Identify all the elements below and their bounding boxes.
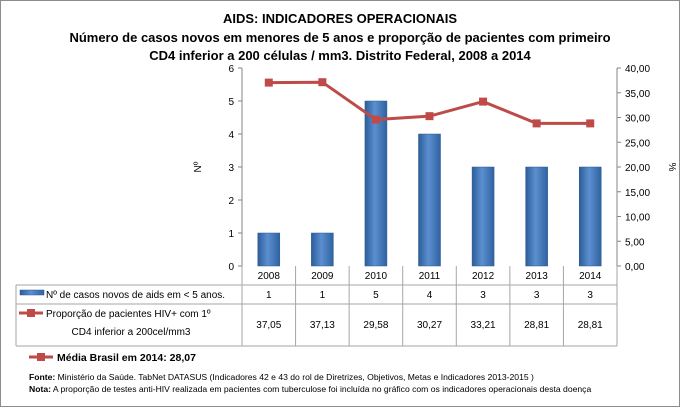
line-marker (318, 78, 327, 87)
right-tick-label: 25,00 (625, 138, 650, 149)
line-marker (264, 78, 273, 87)
line-marker (479, 97, 488, 106)
left-tick-label: 6 (228, 64, 234, 75)
chart-title: AIDS: INDICADORES OPERACIONAIS (222, 11, 458, 26)
bar (578, 166, 602, 267)
footer-note: Nota: A proporção de testes anti-HIV rea… (29, 384, 591, 394)
bar (418, 133, 441, 267)
line-value-label: 29,58 (363, 320, 388, 331)
bar-value-label: 5 (373, 290, 379, 301)
source-label: Fonte: (29, 372, 56, 382)
bar-value-label: 1 (266, 290, 272, 301)
right-tick-label: 40,00 (625, 64, 650, 75)
left-tick-label: 4 (228, 130, 234, 141)
line-marker (425, 112, 434, 121)
category-label: 2008 (258, 271, 281, 282)
left-tick-label: 2 (228, 196, 234, 207)
bar-value-label: 3 (587, 290, 593, 301)
category-label: 2014 (579, 271, 602, 282)
line-value-label: 30,27 (417, 320, 442, 331)
right-tick-label: 10,00 (625, 213, 650, 224)
left-tick-label: 3 (228, 163, 234, 174)
bar-value-label: 3 (480, 290, 486, 301)
bar (311, 232, 334, 267)
right-tick-label: 0,00 (625, 262, 645, 273)
category-label: 2011 (419, 271, 441, 282)
line-value-label: 37,05 (256, 320, 281, 331)
legend-brasil-label: Média Brasil em 2014: 28,07 (57, 352, 196, 364)
category-label: 2010 (365, 271, 388, 282)
left-tick-label: 5 (228, 97, 234, 108)
legend-line-label-2: CD4 inferior a 200cel/mm3 (72, 327, 191, 338)
note-text: A proporção de testes anti-HIV realizada… (50, 384, 592, 394)
line-value-label: 37,13 (310, 320, 335, 331)
line-marker (532, 119, 541, 128)
line-value-label: 28,81 (524, 320, 549, 331)
left-axis-title: Nº (193, 161, 204, 172)
chart-subtitle-1: Número de casos novos em menores de 5 an… (69, 30, 611, 45)
bar-value-label: 3 (534, 290, 540, 301)
legend-line-marker (27, 309, 35, 317)
left-tick-label: 1 (228, 229, 234, 240)
bar (471, 166, 495, 267)
right-tick-label: 5,00 (625, 237, 645, 248)
bar (257, 232, 281, 267)
left-tick-label: 0 (228, 262, 234, 273)
bar-value-label: 4 (427, 290, 433, 301)
legend-brasil-marker (37, 353, 45, 361)
bar (364, 100, 388, 267)
bar-value-label: 1 (320, 290, 326, 301)
legend-bar-label: Nº de casos novos de aids em < 5 anos. (46, 290, 225, 301)
legend-bar-swatch (19, 289, 45, 296)
category-label: 2012 (472, 271, 495, 282)
right-axis-title: % (666, 163, 677, 172)
line-marker (371, 115, 380, 124)
category-label: 2009 (311, 271, 334, 282)
note-label: Nota: (29, 384, 51, 394)
right-tick-label: 35,00 (625, 89, 650, 100)
source-text: Ministério da Saúde. TabNet DATASUS (Ind… (55, 372, 534, 382)
footer-source: Fonte: Ministério da Saúde. TabNet DATAS… (29, 372, 534, 382)
chart-subtitle-2: CD4 inferior a 200 células / mm3. Distri… (149, 48, 531, 63)
line-value-label: 28,81 (578, 320, 603, 331)
right-tick-label: 30,00 (625, 114, 650, 125)
bar (525, 166, 548, 267)
right-tick-label: 20,00 (625, 163, 650, 174)
right-tick-label: 15,00 (625, 188, 650, 199)
category-label: 2013 (526, 271, 549, 282)
line-marker (586, 119, 595, 128)
line-value-label: 33,21 (471, 320, 496, 331)
legend-line-label-1: Proporção de pacientes HIV+ com 1º (46, 309, 211, 320)
